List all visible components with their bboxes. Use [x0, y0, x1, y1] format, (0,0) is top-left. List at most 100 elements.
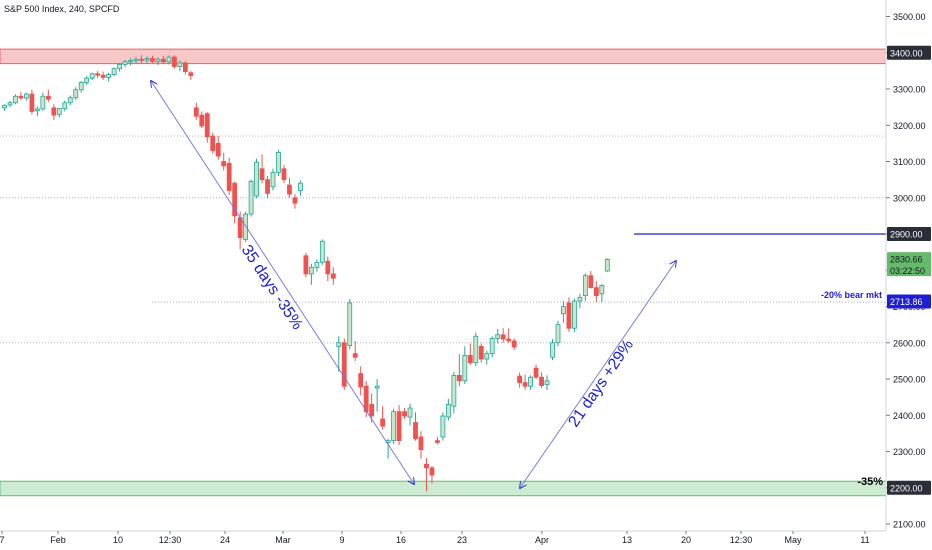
last-price-badge-countdown: 03:22:50 [890, 266, 925, 276]
y-tick-label: 2400.00 [893, 411, 926, 421]
candle-body [56, 108, 62, 115]
candle-body [24, 93, 29, 99]
x-tick-label: 10 [113, 535, 123, 545]
bear-market-note: -20% bear mkt [821, 290, 882, 300]
candle-body [215, 142, 221, 157]
candle-body [62, 102, 68, 109]
candle-body [13, 95, 18, 104]
candle-body [435, 440, 440, 443]
candle-body [210, 135, 216, 152]
candle-body [319, 240, 325, 263]
x-tick-label: 24 [220, 535, 230, 545]
candle-body [413, 422, 418, 440]
candle-body [193, 107, 199, 117]
candle-body [577, 297, 583, 302]
candle-body [572, 300, 577, 329]
support-badge-label: 2200.00 [890, 483, 923, 493]
candle-body [330, 273, 336, 279]
resistance-badge-bg [887, 45, 931, 60]
x-tick-label: 12:30 [730, 535, 753, 545]
candle-body [259, 168, 265, 181]
y-tick-label: 2300.00 [893, 447, 926, 457]
candle-body [582, 275, 588, 297]
candle-body [495, 334, 501, 339]
candle-body [199, 114, 205, 127]
candle-body [506, 338, 512, 342]
candle-body [555, 324, 561, 344]
candle-body [40, 95, 46, 110]
candle-body [281, 168, 287, 181]
candle-body [445, 403, 451, 418]
y-tick-label: 3500.00 [893, 12, 926, 22]
chart-title: S&P 500 Index, 240, SPCFD [4, 4, 120, 14]
candle-body [2, 104, 7, 109]
x-tick-label: 20 [681, 535, 691, 545]
x-tick-label: 7 [0, 535, 5, 545]
candle-body [7, 102, 13, 106]
candle-body [51, 107, 57, 116]
candle-body [478, 345, 484, 360]
candle-body [18, 95, 24, 99]
candle-body [369, 403, 375, 417]
candle-body [473, 335, 479, 364]
annotation-arrow [520, 261, 676, 488]
candle-body [533, 367, 539, 378]
candle-body [45, 95, 51, 100]
candle-body [144, 58, 150, 61]
x-tick-label: May [784, 535, 802, 545]
candle-body [308, 266, 314, 275]
support-zone [0, 480, 887, 497]
candle-body [325, 260, 331, 275]
candle-body [396, 411, 402, 442]
candle-body [358, 373, 364, 388]
candle-body [155, 58, 161, 62]
candle-body [248, 181, 254, 215]
y-tick-label: 3300.00 [893, 85, 926, 95]
annotation-label: 35 days -35% [238, 242, 306, 333]
last-price-badge-bg [887, 252, 931, 277]
candle-body [29, 93, 35, 112]
support-badge-bg [887, 480, 931, 495]
candle-body [544, 380, 550, 385]
candle-body [352, 353, 358, 358]
candle-body [67, 97, 73, 104]
candle-body [150, 58, 155, 62]
candle-body [270, 171, 276, 188]
candle-body [73, 89, 79, 99]
candle-body [418, 436, 424, 451]
candle-body [380, 418, 386, 427]
candle-body [561, 306, 566, 315]
candle-body [303, 255, 309, 275]
y-tick-label: 2100.00 [893, 520, 926, 530]
candle-body [522, 382, 528, 387]
candle-body [467, 355, 473, 364]
y-tick-label: 2500.00 [893, 375, 926, 385]
candle-body [117, 63, 122, 70]
x-tick-label: 23 [457, 535, 467, 545]
candle-body [95, 73, 101, 76]
x-tick-label: 11 [860, 535, 869, 545]
candle-body [566, 302, 572, 329]
candle-body [484, 353, 490, 360]
bear-level-badge-label: 2713.86 [890, 297, 923, 307]
candle-body [128, 60, 133, 63]
candle-body [500, 334, 506, 340]
y-tick-label: 3000.00 [893, 193, 926, 203]
candle-body [221, 161, 227, 167]
candle-body [511, 340, 517, 348]
candle-body [122, 61, 128, 65]
x-tick-label: 9 [339, 535, 344, 545]
x-tick-label: 12:30 [159, 535, 182, 545]
candle-body [462, 355, 468, 382]
candle-body [440, 415, 446, 438]
candle-body [254, 161, 259, 197]
candle-body [604, 258, 610, 272]
candle-body [204, 113, 210, 138]
candle-body [347, 302, 353, 347]
candle-body [292, 197, 298, 204]
y-tick-label: 3200.00 [893, 121, 926, 131]
y-tick-label: 2600.00 [893, 338, 926, 348]
price-line-badge-label: 2900.00 [890, 230, 923, 240]
candle-body [166, 56, 172, 63]
candle-body [407, 407, 413, 418]
